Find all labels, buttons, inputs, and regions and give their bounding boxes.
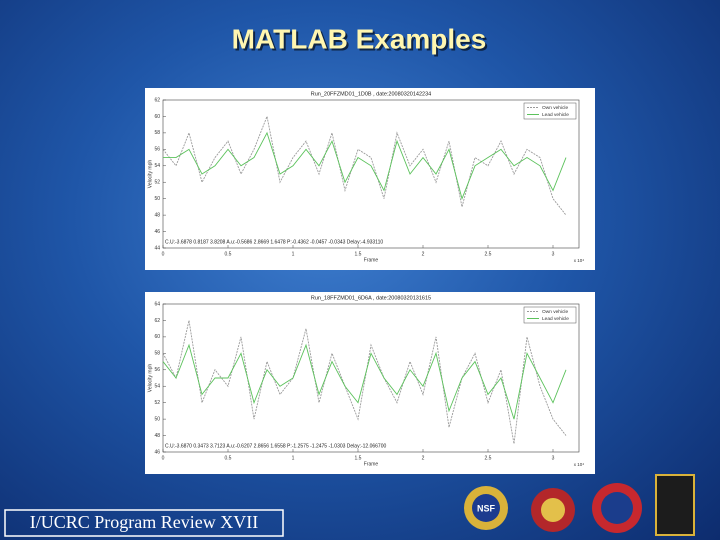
x-multiplier: x 10⁴ [574,462,585,467]
x-tick-label: 2 [422,251,425,257]
y-tick-label: 50 [154,196,160,202]
x-tick-label: 2.5 [485,251,492,257]
y-tick-label: 54 [154,163,160,169]
x-tick-label: 1 [292,455,295,461]
y-axis-label: Velocity mph [147,364,153,393]
logos: NSF [464,474,695,536]
plot-area [162,303,580,453]
logo [541,498,565,522]
x-axis-label: Frame [364,461,379,467]
chart-title: Run_18FFZMD01_6D6A , date:20080320131615 [311,295,431,301]
y-tick-label: 58 [154,130,160,136]
y-tick-label: 58 [154,351,160,357]
y-tick-label: 64 [154,301,160,307]
y-tick-label: 52 [154,400,160,406]
x-tick-label: 0.5 [225,251,232,257]
x-tick-label: 0.5 [225,455,232,461]
slide-title: MATLAB Examples [232,23,487,54]
chart: Run_18FFZMD01_6D6A , date:20080320131615… [145,292,595,474]
y-tick-label: 56 [154,147,160,153]
legend-label: Own vehicle [542,105,568,111]
y-tick-label: 62 [154,318,160,324]
x-tick-label: 1.5 [355,455,362,461]
y-tick-label: 46 [154,449,160,455]
y-tick-label: 60 [154,334,160,340]
logo [601,492,633,524]
y-tick-label: 46 [154,229,160,235]
x-multiplier: x 10⁴ [574,258,585,263]
logo [472,494,500,522]
data-line [163,131,567,201]
footer: I/UCRC Program Review XVII [30,512,258,532]
x-tick-label: 2 [422,455,425,461]
chart: Run_20FFZMD01_1D0B , date:20080320142234… [145,88,595,270]
chart-background [145,88,595,270]
y-tick-label: 44 [154,245,160,251]
logo-text: NSF [477,503,496,513]
y-tick-label: 48 [154,433,160,439]
y-tick-label: 50 [154,416,160,422]
x-axis-label: Frame [364,257,379,263]
y-tick-label: 48 [154,212,160,218]
y-axis-label: Velocity mph [147,160,153,189]
data-line [162,320,567,444]
legend-label: Own vehicle [542,309,568,315]
data-line [162,114,567,216]
y-tick-label: 56 [154,367,160,373]
footer-box [4,509,284,537]
x-tick-label: 2.5 [485,455,492,461]
annotation: C.U:-3.6878 0.8187 3.8208 A.u:-0.5686 2.… [165,239,383,245]
title-shadow: MATLAB Examples [234,25,489,56]
x-tick-label: 3 [552,455,555,461]
chart-title: Run_20FFZMD01_1D0B , date:20080320142234 [311,91,431,97]
x-tick-label: 0 [162,455,165,461]
x-tick-label: 1 [292,251,295,257]
y-tick-label: 52 [154,180,160,186]
y-tick-label: 60 [154,114,160,120]
legend-label: Lead vehicle [542,112,569,118]
x-tick-label: 3 [552,251,555,257]
x-tick-label: 1.5 [355,251,362,257]
plot-area [162,99,580,249]
x-tick-label: 0 [162,251,165,257]
y-tick-label: 62 [154,97,160,103]
y-tick-label: 54 [154,384,160,390]
annotation: C.U:-3.6870 0.3473 3.7123 A.u:-0.6207 2.… [165,443,386,449]
legend-label: Lead vehicle [542,316,569,322]
data-line [162,343,567,420]
logo [655,474,695,536]
chart-background [145,292,595,474]
